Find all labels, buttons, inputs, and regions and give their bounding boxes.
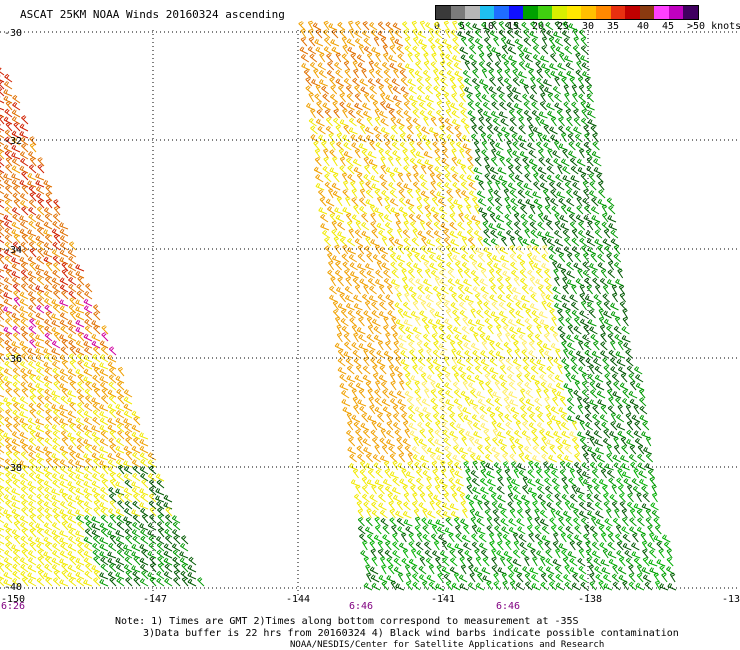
legend-tick: 5	[459, 21, 466, 32]
legend-color-swatch	[552, 6, 567, 19]
legend-color-swatch	[581, 6, 597, 19]
lon-label: -138	[578, 594, 602, 605]
legend-color-swatch	[465, 6, 480, 19]
lat-label: -30	[4, 28, 22, 39]
legend-tick: 25	[557, 21, 570, 32]
legend-color-swatch	[639, 6, 655, 19]
lon-label: -141	[431, 594, 455, 605]
time-label: 6:46	[496, 601, 520, 612]
legend-tick: 20	[532, 21, 545, 32]
lat-label: -38	[4, 463, 22, 474]
legend-color-swatch	[596, 6, 611, 19]
map-title: ASCAT 25KM NOAA Winds 20160324 ascending	[20, 8, 285, 21]
lon-label: -147	[143, 594, 167, 605]
time-label: 6:26	[1, 601, 25, 612]
lat-label: -40	[4, 582, 22, 593]
legend-color-swatch	[508, 6, 524, 19]
time-label: 6:46	[349, 601, 373, 612]
legend-tick: 35	[607, 21, 620, 32]
legend-color-swatch	[610, 6, 626, 19]
legend-tick: 45	[662, 21, 675, 32]
lon-label: -144	[286, 594, 310, 605]
note-line-2: 3)Data buffer is 22 hrs from 20160324 4)…	[143, 628, 679, 639]
legend-color-swatch	[537, 6, 553, 19]
legend-color-bar	[435, 5, 699, 20]
legend-tick: 15	[507, 21, 520, 32]
lon-label: -150	[1, 594, 25, 605]
legend-color-swatch	[566, 6, 582, 19]
lat-label: -34	[4, 245, 22, 256]
legend-color-swatch	[436, 6, 451, 19]
wind-speed-legend: 0 5 10 15 20 25 30 35 40 45 >50 knots	[434, 5, 740, 37]
legend-tick: 30	[582, 21, 595, 32]
legend-tick: >50 knots	[687, 21, 740, 32]
legend-color-swatch	[523, 6, 538, 19]
legend-tick: 40	[637, 21, 650, 32]
legend-color-swatch	[625, 6, 640, 19]
legend-color-swatch	[683, 6, 698, 19]
legend-color-swatch	[494, 6, 509, 19]
note-line-1: Note: 1) Times are GMT 2)Times along bot…	[115, 616, 579, 627]
legend-color-swatch	[668, 6, 684, 19]
lat-label: -36	[4, 354, 22, 365]
wind-barbs	[0, 20, 677, 591]
note-line-3: NOAA/NESDIS/Center for Satellite Applica…	[290, 640, 605, 650]
lat-lon-grid	[0, 30, 740, 595]
legend-color-swatch	[450, 6, 466, 19]
lon-label: -13	[722, 594, 740, 605]
lat-label: -32	[4, 136, 22, 147]
legend-color-swatch	[479, 6, 495, 19]
legend-tick: 10	[482, 21, 495, 32]
legend-color-swatch	[654, 6, 669, 19]
